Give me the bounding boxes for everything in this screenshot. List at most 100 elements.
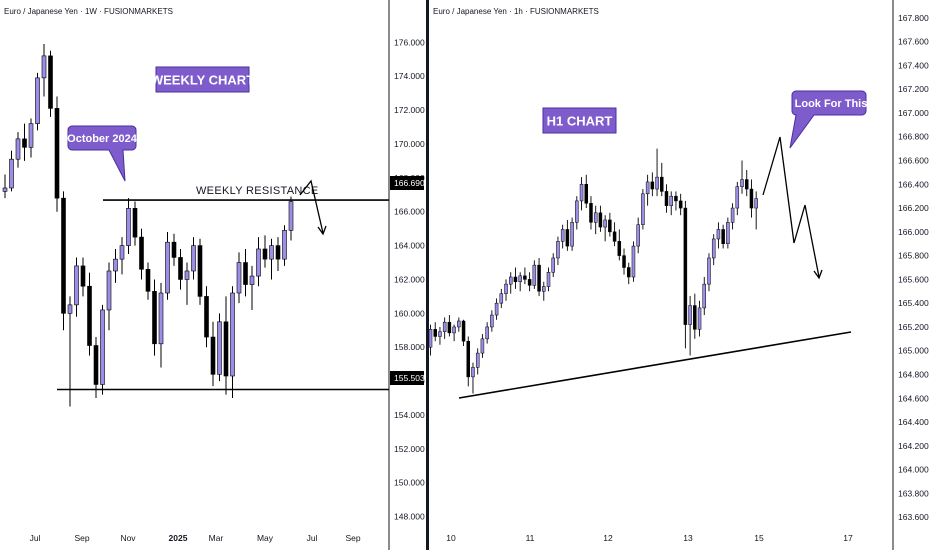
h1-candle	[589, 196, 593, 230]
weekly-candle	[35, 72, 40, 131]
h1-y-tick-label: 167.200	[898, 84, 929, 94]
weekly-chart-panel: Euro / Japanese Yen · 1W · FUSIONMARKETS…	[2, 0, 425, 550]
h1-candle-body	[457, 320, 461, 328]
h1-candle	[556, 236, 560, 266]
h1-candle-body	[584, 184, 589, 204]
h1-x-tick-label: 12	[603, 533, 613, 543]
h1-candle	[655, 148, 659, 197]
weekly-x-tick-label: Jul	[30, 533, 41, 543]
h1-candle-body	[740, 179, 744, 187]
h1-candle	[674, 191, 678, 211]
h1-candle-body	[626, 267, 631, 278]
h1-candle	[433, 322, 437, 342]
h1-candle	[480, 334, 485, 358]
weekly-projection-arrowhead	[317, 225, 327, 236]
h1-candle-body	[471, 367, 475, 378]
h1-candle	[523, 267, 527, 285]
weekly-candle-body	[9, 158, 14, 189]
h1-candle	[622, 248, 626, 275]
h1-candle	[608, 212, 612, 237]
weekly-candle	[191, 237, 196, 280]
weekly-candle-body	[119, 245, 125, 260]
h1-candle	[612, 222, 617, 247]
h1-candle	[702, 277, 707, 316]
weekly-x-tick-label: Jul	[307, 533, 318, 543]
h1-candle-body	[461, 320, 466, 342]
weekly-candle-body	[217, 321, 222, 375]
h1-candle	[546, 267, 551, 292]
h1-candle	[631, 241, 636, 282]
h1-candle-body	[490, 314, 494, 328]
weekly-candle	[93, 337, 99, 399]
h1-candle-body	[565, 229, 570, 247]
h1-candle-body	[447, 321, 452, 334]
h1-y-tick-label: 165.200	[898, 322, 929, 332]
h1-candle-body	[612, 231, 617, 242]
h1-candle	[641, 189, 645, 230]
weekly-candle	[230, 286, 235, 399]
h1-candle-body	[645, 181, 650, 195]
h1-y-tick-label: 167.400	[898, 60, 929, 70]
weekly-candle	[28, 118, 34, 158]
h1-candle-body	[438, 331, 442, 337]
weekly-candles	[2, 44, 294, 407]
h1-candle-body	[575, 200, 579, 223]
h1-candle-body	[716, 229, 721, 240]
weekly-candle-body	[132, 208, 138, 238]
weekly-candle	[61, 191, 66, 331]
weekly-y-tick-label: 154.000	[394, 410, 425, 420]
weekly-candle-body	[15, 138, 21, 160]
weekly-candle	[243, 248, 248, 297]
h1-candle	[721, 224, 725, 249]
weekly-candle	[288, 196, 294, 241]
h1-y-tick-label: 165.600	[898, 274, 929, 284]
h1-candle-body	[697, 307, 702, 330]
h1-y-tick-label: 167.800	[898, 13, 929, 23]
weekly-candle-body	[171, 241, 177, 258]
h1-x-tick-label: 17	[843, 533, 853, 543]
h1-y-tick-label: 165.400	[898, 298, 929, 308]
h1-candle	[707, 253, 711, 292]
weekly-candle	[15, 132, 21, 168]
h1-y-tick-label: 165.000	[898, 346, 929, 356]
h1-candle-body	[556, 241, 560, 259]
weekly-candle-body	[236, 262, 242, 294]
h1-candle	[650, 172, 655, 197]
weekly-candle-body	[113, 258, 118, 272]
weekly-x-axis: Jul Sep Nov 2025 Mar May Jul Sep	[30, 533, 361, 543]
weekly-candle-body	[288, 201, 294, 231]
h1-candle-body	[475, 352, 480, 368]
h1-candle-body	[485, 326, 489, 340]
h1-candle	[669, 191, 673, 216]
h1-candle	[593, 205, 598, 235]
weekly-candle	[145, 262, 151, 300]
weekly-candle	[80, 257, 86, 297]
weekly-candle	[210, 321, 216, 387]
weekly-candle-body	[223, 321, 229, 377]
h1-candle-body	[551, 257, 555, 273]
weekly-candle-body	[152, 291, 157, 345]
h1-y-tick-label: 164.600	[898, 393, 929, 403]
weekly-y-tick-label: 174.000	[394, 71, 425, 81]
h1-candle	[664, 184, 669, 213]
look-for-this-callout-bubble	[789, 90, 867, 149]
weekly-candle-body	[197, 245, 203, 297]
h1-candle	[584, 174, 589, 209]
weekly-candle-body	[191, 245, 196, 272]
weekly-candle	[282, 225, 287, 266]
h1-candle-body	[631, 245, 636, 278]
h1-y-tick-label: 164.800	[898, 370, 929, 380]
h1-candle	[447, 315, 452, 337]
h1-candle-body	[504, 283, 508, 294]
weekly-candle-body	[126, 208, 131, 246]
weekly-candle-body	[41, 55, 47, 79]
h1-candle-body	[598, 212, 603, 228]
h1-candle	[551, 253, 555, 278]
h1-candle-body	[608, 219, 612, 233]
h1-candle	[598, 205, 603, 232]
h1-candle	[518, 272, 522, 292]
look-for-this-callout-label: Look For This	[795, 98, 868, 110]
weekly-candle	[236, 252, 242, 304]
weekly-candle	[152, 279, 157, 356]
weekly-x-tick-label: 2025	[169, 533, 188, 543]
